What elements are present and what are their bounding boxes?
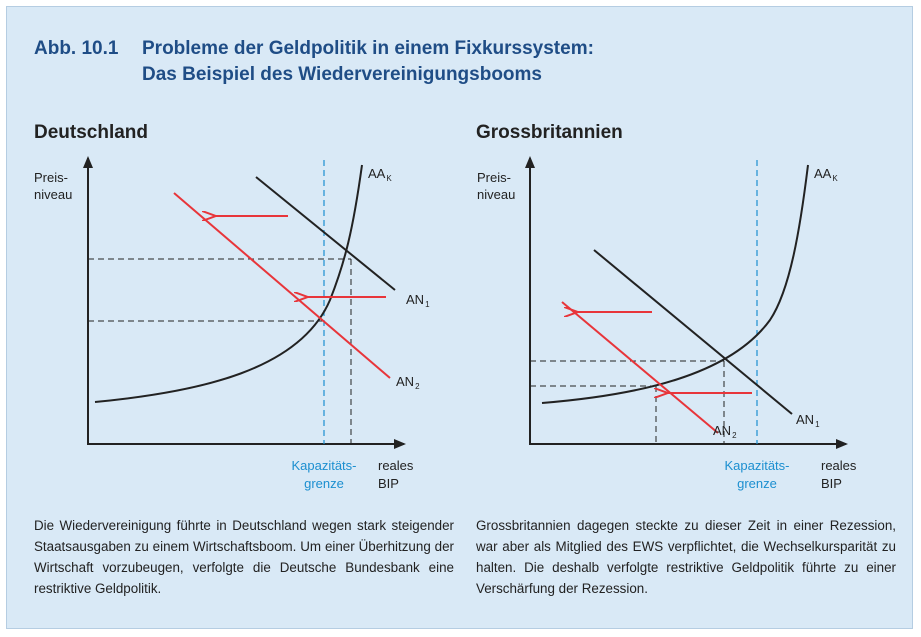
britain-demand2-label: AN2 bbox=[713, 423, 737, 440]
germany-y-axis-label-1: Preis- bbox=[34, 170, 68, 185]
britain-x-axis-label-1: reales bbox=[821, 458, 857, 473]
britain-supply-curve bbox=[541, 164, 809, 404]
britain-diagram: Preis- niveau reales BIP Kapazitäts- gre… bbox=[477, 156, 857, 491]
figure-title: Abb. 10.1 Probleme der Geldpolitik in ein… bbox=[34, 36, 594, 88]
germany-capacity-label-2: grenze bbox=[304, 476, 344, 491]
germany-caption: Die Wiedervereinigung führte in Deutschl… bbox=[34, 518, 454, 596]
figure-number: Abb. 10.1 bbox=[34, 38, 119, 59]
germany-supply-label: AAK bbox=[368, 166, 392, 183]
figure-panel bbox=[6, 6, 913, 629]
britain-demand1-label: AN1 bbox=[796, 412, 820, 429]
germany-demand1-label: AN1 bbox=[406, 292, 430, 309]
germany-demand-curve-1 bbox=[255, 176, 396, 291]
britain-capacity-label-1: Kapazitäts- bbox=[724, 458, 789, 473]
britain-x-axis-label-2: BIP bbox=[821, 476, 842, 491]
britain-heading: Grossbritannien bbox=[476, 122, 623, 143]
britain-y-axis-label-2: niveau bbox=[477, 187, 515, 202]
germany-diagram: Preis- niveau reales BIP Kapazitäts- gre… bbox=[34, 156, 430, 491]
figure-title-line1: Probleme der Geldpolitik in einem Fixkur… bbox=[142, 38, 594, 59]
britain-demand-curve-1 bbox=[593, 249, 793, 415]
britain-caption: Grossbritannien dagegen steckte zu diese… bbox=[476, 518, 896, 596]
germany-supply-curve bbox=[94, 164, 363, 403]
germany-heading: Deutschland bbox=[34, 122, 149, 143]
britain-y-axis-label-1: Preis- bbox=[477, 170, 511, 185]
britain-demand-curve-2 bbox=[561, 301, 719, 434]
britain-capacity-label-2: grenze bbox=[737, 476, 777, 491]
germany-capacity-label-1: Kapazitäts- bbox=[291, 458, 356, 473]
germany-x-axis-label-1: reales bbox=[378, 458, 414, 473]
germany-x-axis-label-2: BIP bbox=[378, 476, 399, 491]
britain-supply-label: AAK bbox=[814, 166, 838, 183]
germany-demand2-label: AN2 bbox=[396, 374, 420, 391]
germany-y-axis-label-2: niveau bbox=[34, 187, 72, 202]
figure-title-line2: Das Beispiel des Wiedervereinigungsbooms bbox=[142, 64, 543, 85]
germany-demand-curve-2 bbox=[173, 192, 391, 379]
